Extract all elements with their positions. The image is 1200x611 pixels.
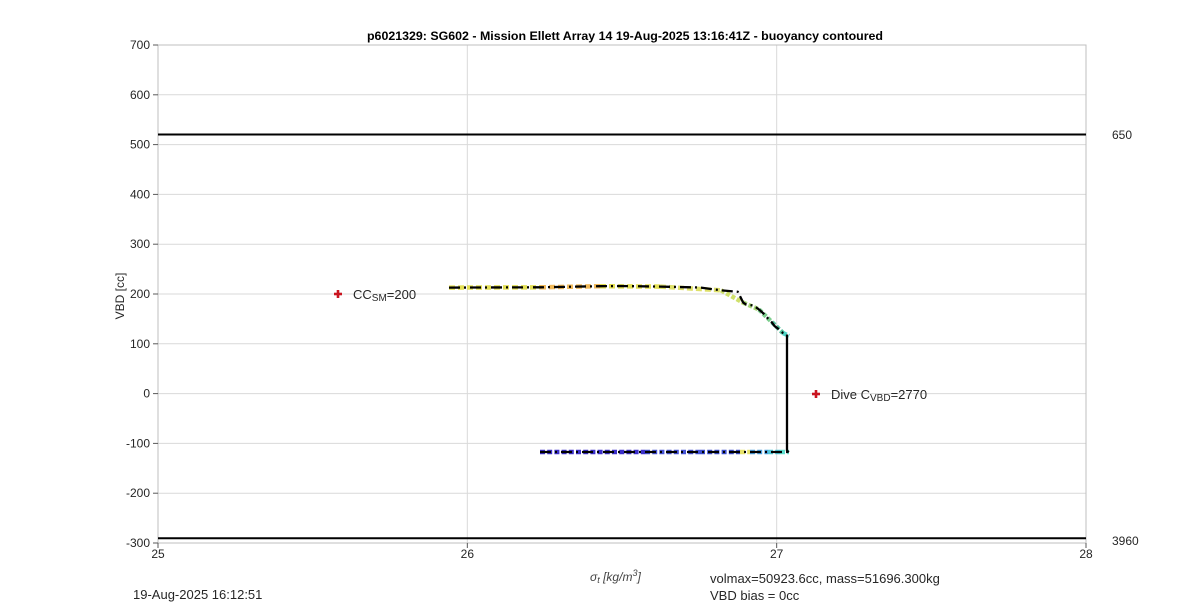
svg-text:-200: -200 (126, 486, 150, 500)
svg-text:600: 600 (130, 88, 150, 102)
svg-text:0: 0 (143, 387, 150, 401)
svg-text:27: 27 (770, 547, 784, 561)
svg-text:VBD [cc]: VBD [cc] (113, 273, 127, 320)
svg-text:-300: -300 (126, 536, 150, 550)
svg-text:200: 200 (130, 287, 150, 301)
svg-text:25: 25 (151, 547, 165, 561)
svg-text:26: 26 (461, 547, 475, 561)
svg-text:3960: 3960 (1112, 534, 1139, 548)
svg-text:100: 100 (130, 337, 150, 351)
svg-text:650: 650 (1112, 128, 1132, 142)
svg-text:500: 500 (130, 138, 150, 152)
svg-text:28: 28 (1079, 547, 1093, 561)
svg-text:-100: -100 (126, 436, 150, 450)
svg-text:400: 400 (130, 187, 150, 201)
svg-text:300: 300 (130, 237, 150, 251)
